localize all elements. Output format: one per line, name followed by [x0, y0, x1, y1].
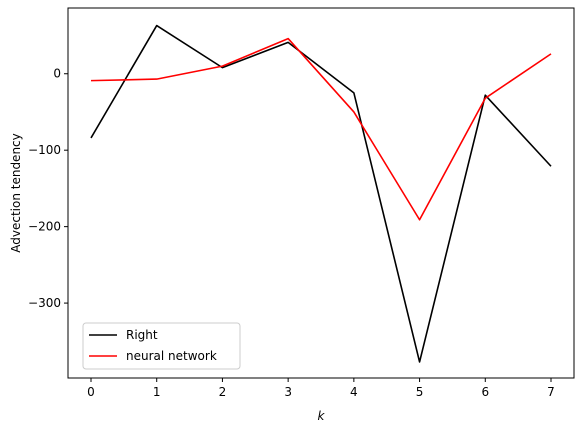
y-axis-label: Advection tendency: [9, 133, 23, 253]
y-tick-label: −200: [28, 220, 61, 234]
x-tick-label: 5: [416, 385, 424, 399]
x-axis-ticks: 0 1 2 3 4 5 6 7: [87, 378, 555, 399]
y-tick-label: 0: [53, 67, 61, 81]
x-tick-label: 1: [153, 385, 161, 399]
x-axis-label: k: [318, 409, 326, 423]
x-tick-label: 7: [547, 385, 555, 399]
series-line-neural-network: [90, 37, 552, 221]
y-tick-label: −100: [28, 143, 61, 157]
series-line-right: [90, 24, 552, 363]
x-tick-label: 2: [219, 385, 227, 399]
legend: Right neural network: [82, 322, 241, 370]
axes-frame: [67, 7, 575, 379]
plot-area: [68, 8, 574, 378]
legend-label-neural-network: neural network: [126, 349, 217, 363]
y-axis-ticks: −300 −200 −100 0: [28, 67, 68, 310]
x-tick-label: 6: [481, 385, 489, 399]
x-tick-label: 3: [284, 385, 292, 399]
x-tick-label: 0: [87, 385, 95, 399]
legend-label-right: Right: [126, 328, 158, 342]
y-tick-label: −300: [28, 296, 61, 310]
series-layer: [90, 24, 552, 363]
legend-box: [82, 322, 241, 370]
x-tick-label: 4: [350, 385, 358, 399]
